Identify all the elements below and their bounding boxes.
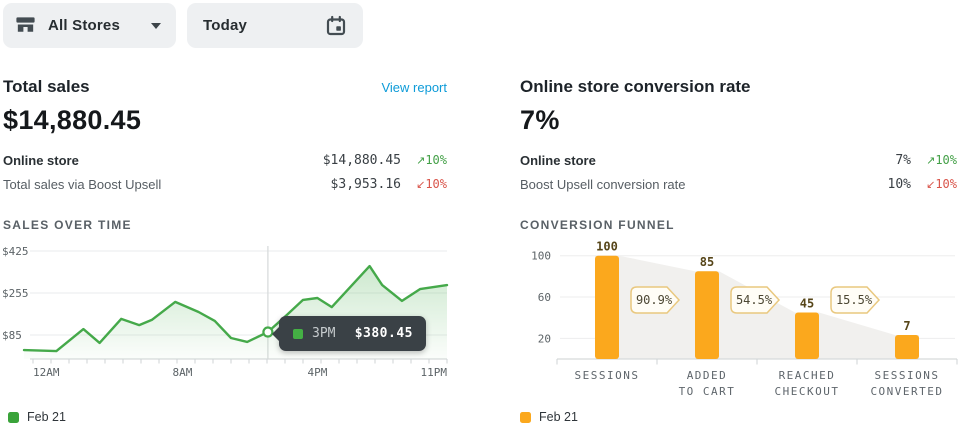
svg-text:4PM: 4PM bbox=[307, 366, 327, 379]
legend-label: Feb 21 bbox=[539, 410, 578, 424]
svg-text:SESSIONS: SESSIONS bbox=[875, 369, 940, 382]
change-value: 10% bbox=[935, 177, 957, 191]
change-badge: ↗10% bbox=[911, 153, 957, 167]
funnel-chart-legend: Feb 21 bbox=[520, 410, 578, 424]
total-sales-title: Total sales bbox=[3, 77, 90, 96]
trend-arrow-icon: ↗ bbox=[416, 154, 426, 167]
change-badge: ↗10% bbox=[401, 153, 447, 167]
chevron-down-icon bbox=[151, 22, 161, 29]
svg-text:20: 20 bbox=[538, 332, 551, 345]
metric-value: $3,953.16 bbox=[330, 176, 401, 192]
sales-over-time-label: SALES OVER TIME bbox=[3, 218, 132, 232]
svg-text:TO CART: TO CART bbox=[679, 385, 736, 398]
store-selector-label: All Stores bbox=[48, 17, 121, 34]
svg-text:100: 100 bbox=[596, 240, 618, 254]
conversion-funnel-label: CONVERSION FUNNEL bbox=[520, 218, 675, 232]
chart-tooltip: 3PM $380.45 bbox=[272, 316, 426, 351]
svg-text:8AM: 8AM bbox=[172, 366, 192, 379]
legend-swatch bbox=[8, 411, 19, 423]
metric-label: Total sales via Boost Upsell bbox=[3, 176, 162, 192]
series-color-swatch bbox=[293, 328, 303, 339]
storefront-icon bbox=[16, 17, 35, 32]
svg-text:CHECKOUT: CHECKOUT bbox=[775, 385, 840, 398]
metric-row-boost-upsell: Total sales via Boost Upsell $3,953.16 ↙… bbox=[3, 172, 447, 196]
conversion-value: 7% bbox=[520, 105, 560, 135]
total-sales-value: $14,880.45 bbox=[3, 105, 142, 135]
metric-label: Online store bbox=[3, 152, 79, 168]
svg-text:100: 100 bbox=[531, 250, 551, 263]
trend-arrow-icon: ↙ bbox=[926, 178, 936, 191]
svg-text:REACHED: REACHED bbox=[779, 369, 836, 382]
conversion-funnel-chart[interactable]: 100 60 20 100 85 45 7 90.9% 54.5% 15.5% SESSIONS AD… bbox=[505, 238, 960, 406]
metric-value: 10% bbox=[887, 176, 911, 192]
view-report-link[interactable]: View report bbox=[381, 80, 447, 95]
svg-text:$255: $255 bbox=[2, 287, 29, 300]
conversion-title: Online store conversion rate bbox=[520, 77, 751, 96]
date-selector-label: Today bbox=[203, 17, 248, 34]
svg-text:CONVERTED: CONVERTED bbox=[870, 385, 943, 398]
svg-text:12AM: 12AM bbox=[33, 366, 60, 379]
calendar-icon bbox=[326, 15, 346, 35]
svg-text:ADDED: ADDED bbox=[687, 369, 728, 382]
sales-chart-legend: Feb 21 bbox=[8, 410, 66, 424]
store-selector-button[interactable]: All Stores bbox=[3, 3, 176, 48]
metric-label: Online store bbox=[520, 152, 596, 168]
metric-row-online-store-rate: Online store 7% ↗10% bbox=[520, 148, 957, 172]
conversion-panel: Online store conversion rate 7% Online s… bbox=[520, 77, 957, 232]
metric-label: Boost Upsell conversion rate bbox=[520, 176, 686, 192]
tooltip-time: 3PM bbox=[312, 326, 336, 341]
change-badge: ↙10% bbox=[911, 177, 957, 191]
trend-arrow-icon: ↗ bbox=[926, 154, 936, 167]
svg-text:11PM: 11PM bbox=[421, 366, 448, 379]
change-value: 10% bbox=[935, 153, 957, 167]
total-sales-panel: Total sales View report $14,880.45 Onlin… bbox=[3, 77, 447, 232]
tooltip-value: $380.45 bbox=[354, 326, 413, 341]
change-badge: ↙10% bbox=[401, 177, 447, 191]
legend-label: Feb 21 bbox=[27, 410, 66, 424]
legend-swatch bbox=[520, 411, 531, 423]
svg-text:85: 85 bbox=[700, 255, 714, 269]
svg-text:90.9%: 90.9% bbox=[636, 293, 673, 307]
svg-text:45: 45 bbox=[800, 297, 814, 311]
svg-text:60: 60 bbox=[538, 291, 551, 304]
svg-text:$425: $425 bbox=[2, 245, 29, 258]
svg-text:$85: $85 bbox=[2, 329, 22, 342]
svg-text:SESSIONS: SESSIONS bbox=[575, 369, 640, 382]
change-value: 10% bbox=[425, 177, 447, 191]
metric-row-boost-upsell-rate: Boost Upsell conversion rate 10% ↙10% bbox=[520, 172, 957, 196]
metric-value: 7% bbox=[895, 152, 911, 168]
change-value: 10% bbox=[425, 153, 447, 167]
metric-value: $14,880.45 bbox=[322, 152, 401, 168]
svg-text:15.5%: 15.5% bbox=[836, 293, 873, 307]
trend-arrow-icon: ↙ bbox=[416, 178, 426, 191]
metric-row-online-store: Online store $14,880.45 ↗10% bbox=[3, 148, 447, 172]
date-selector-button[interactable]: Today bbox=[187, 3, 363, 48]
svg-text:54.5%: 54.5% bbox=[736, 293, 773, 307]
svg-text:7: 7 bbox=[903, 319, 910, 333]
